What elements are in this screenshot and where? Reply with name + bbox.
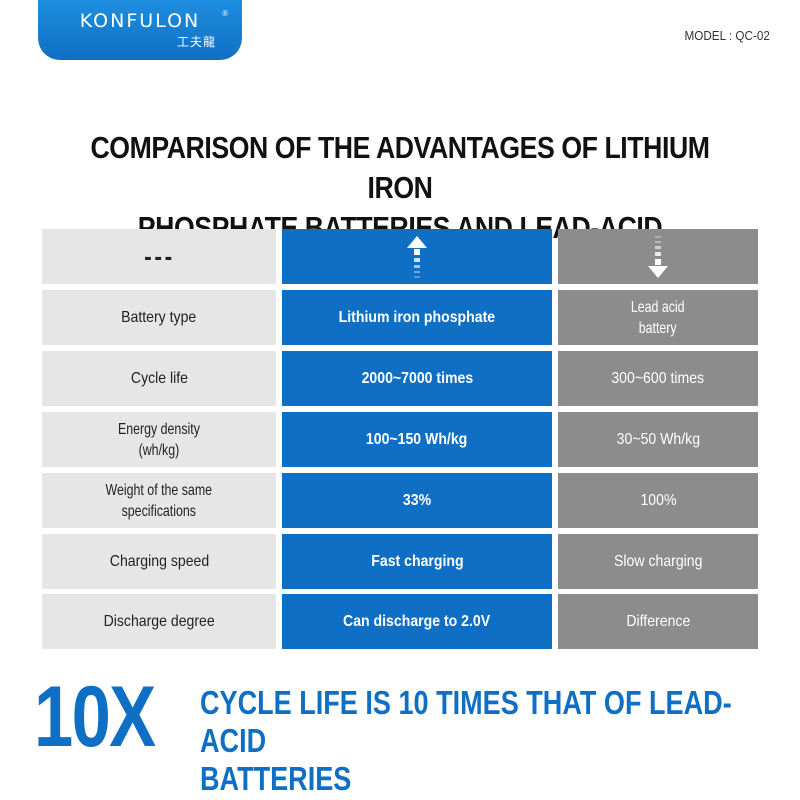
row-lifepo4-discharge-degree: Can discharge to 2.0V	[282, 594, 552, 649]
row-label-energy-density: Energy density (wh/kg)	[42, 412, 276, 467]
brand-name: KONFULON	[79, 10, 201, 32]
highlight-tagline: CYCLE LIFE IS 10 TIMES THAT OF LEAD-ACID…	[200, 684, 758, 798]
row-lead-charging-speed: Slow charging	[558, 534, 758, 589]
header-cell-lifepo4	[282, 229, 552, 284]
row-lifepo4-weight: 33%	[282, 473, 552, 528]
row-label-battery-type: Battery type	[42, 290, 276, 345]
highlight-multiplier: 10X	[34, 669, 156, 765]
registered-mark: ®	[222, 9, 228, 18]
brand-chinese-name: 工夫龍	[176, 35, 216, 49]
row-label-weight: Weight of the same specifications	[42, 473, 276, 528]
row-lead-weight: 100%	[558, 473, 758, 528]
row-lifepo4-cycle-life: 2000~7000 times	[282, 351, 552, 406]
row-lead-cycle-life: 300~600 times	[558, 351, 758, 406]
header-cell-criteria: ---	[42, 229, 276, 284]
row-lead-discharge-degree: Difference	[558, 594, 758, 649]
row-lead-energy-density: 30~50 Wh/kg	[558, 412, 758, 467]
row-lifepo4-energy-density: 100~150 Wh/kg	[282, 412, 552, 467]
row-label-discharge-degree: Discharge degree	[42, 594, 276, 649]
row-lifepo4-battery-type: Lithium iron phosphate	[282, 290, 552, 345]
header-dash: ---	[143, 241, 175, 271]
comparison-table: --- Battery type Lithium iron phosphate …	[42, 229, 758, 649]
arrow-up-icon	[407, 235, 427, 278]
row-label-charging-speed: Charging speed	[42, 534, 276, 589]
row-label-cycle-life: Cycle life	[42, 351, 276, 406]
model-number: MODEL : QC-02	[684, 28, 770, 43]
row-lead-battery-type: Lead acid battery	[558, 290, 758, 345]
brand-logo: KONFULON ® 工夫龍	[38, 0, 242, 60]
header-cell-lead-acid	[558, 229, 758, 284]
row-lifepo4-charging-speed: Fast charging	[282, 534, 552, 589]
title-line-1: COMPARISON OF THE ADVANTAGES OF LITHIUM …	[90, 130, 710, 205]
arrow-down-icon	[648, 235, 668, 278]
tagline-line-2: BATTERIES	[200, 760, 352, 797]
tagline-line-1: CYCLE LIFE IS 10 TIMES THAT OF LEAD-ACID	[200, 684, 732, 759]
